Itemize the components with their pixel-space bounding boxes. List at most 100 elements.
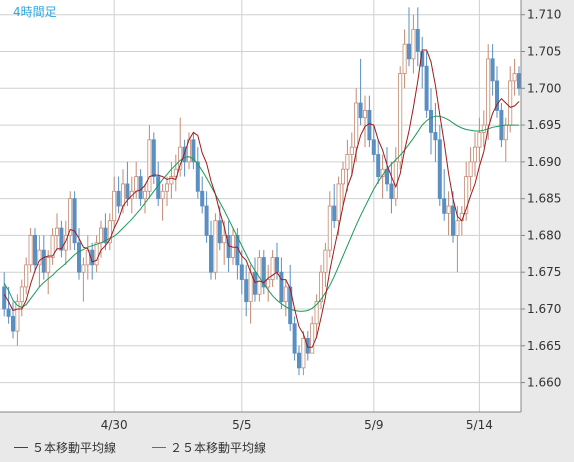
candle: [147, 125, 152, 199]
candle: [107, 213, 112, 251]
candle: [367, 95, 372, 148]
candle: [371, 125, 376, 162]
legend-swatch-ma5: [14, 447, 28, 448]
ma5-line: [3, 49, 520, 348]
candle: [468, 147, 473, 192]
candle-body: [499, 109, 504, 141]
candle: [283, 279, 288, 317]
candle-body: [46, 257, 51, 273]
candle: [490, 44, 495, 96]
y-tick-label: 1.705: [527, 45, 561, 59]
candle-body: [112, 190, 117, 222]
candle: [142, 183, 147, 214]
candle: [512, 58, 517, 96]
candle: [503, 117, 508, 162]
candle-body: [138, 176, 143, 200]
candle-body: [468, 161, 473, 177]
candle: [270, 250, 275, 287]
candle: [301, 331, 306, 376]
candle: [63, 220, 68, 265]
candle-body: [371, 139, 376, 155]
candle: [314, 294, 319, 339]
y-tick-label: 1.690: [527, 155, 561, 169]
candle-body: [415, 29, 420, 52]
candle-body: [310, 323, 315, 354]
x-tick-label: 5/9: [364, 418, 383, 432]
candle: [164, 176, 169, 206]
candle: [393, 147, 398, 206]
candle: [81, 257, 86, 302]
candle-body: [340, 168, 345, 185]
candle: [288, 264, 293, 332]
candle: [332, 183, 337, 229]
candle-body: [125, 183, 130, 200]
candle-body: [160, 190, 165, 200]
candle-body: [191, 139, 196, 163]
candle-body: [121, 183, 126, 207]
y-tick-label: 1.665: [527, 339, 561, 353]
candle: [349, 132, 354, 177]
candle: [499, 103, 504, 148]
candle-body: [508, 80, 513, 126]
candle-body: [393, 161, 398, 200]
candle-body: [450, 205, 455, 236]
candle: [191, 132, 196, 170]
chart-title: 4時間足: [13, 5, 57, 19]
candle-body: [59, 227, 64, 251]
plot-area: [0, 0, 521, 412]
candle-body: [195, 161, 200, 192]
candle: [340, 161, 345, 206]
candle: [33, 228, 38, 273]
candle-body: [481, 124, 486, 133]
candle: [481, 110, 486, 148]
candle: [406, 7, 411, 67]
candle-body: [274, 257, 279, 273]
legend-label-ma25: ２５本移動平均線: [170, 441, 267, 455]
legend-ma25: ２５本移動平均線: [152, 439, 266, 456]
candle: [15, 294, 20, 346]
candle-body: [6, 308, 11, 317]
candle: [129, 176, 134, 214]
legend-swatch-ma25: [152, 447, 166, 448]
tick-labels: 1.710 1.705 1.700 1.695 1.690 1.685 1.680 1.675…: [101, 8, 562, 432]
candle: [442, 169, 447, 221]
candle: [420, 36, 425, 89]
axes: [0, 0, 522, 413]
candle: [362, 95, 367, 148]
candle-body: [411, 29, 416, 60]
candle: [112, 176, 117, 229]
candle: [103, 213, 108, 251]
legend-ma5: ５本移動平均線: [14, 439, 116, 456]
candle: [402, 29, 407, 89]
candle: [24, 257, 29, 295]
candle-body: [354, 102, 359, 148]
y-tick-label: 1.675: [527, 265, 561, 279]
candle-body: [327, 205, 332, 251]
candle: [59, 220, 64, 258]
candle-body: [116, 190, 121, 207]
candle-body: [472, 146, 477, 163]
candle-body: [37, 249, 42, 266]
candle: [252, 257, 257, 302]
candle-body: [169, 176, 174, 185]
candle: [182, 139, 187, 177]
candle-body: [389, 183, 394, 200]
y-tick-label: 1.660: [527, 376, 561, 390]
candle-body: [257, 257, 262, 295]
candle: [173, 154, 178, 192]
candle-body: [107, 220, 112, 244]
candle-body: [402, 43, 407, 74]
candle-body: [437, 139, 442, 200]
candle-body: [77, 242, 82, 273]
candle-body: [28, 235, 33, 266]
candle-body: [99, 227, 104, 244]
candle: [55, 213, 60, 251]
x-tick-label: 5/14: [466, 418, 493, 432]
candles: [2, 7, 522, 376]
candle: [68, 191, 73, 251]
candle: [46, 250, 51, 295]
y-tick-label: 1.700: [527, 81, 561, 95]
candle: [116, 176, 121, 214]
candle-body: [512, 73, 517, 82]
